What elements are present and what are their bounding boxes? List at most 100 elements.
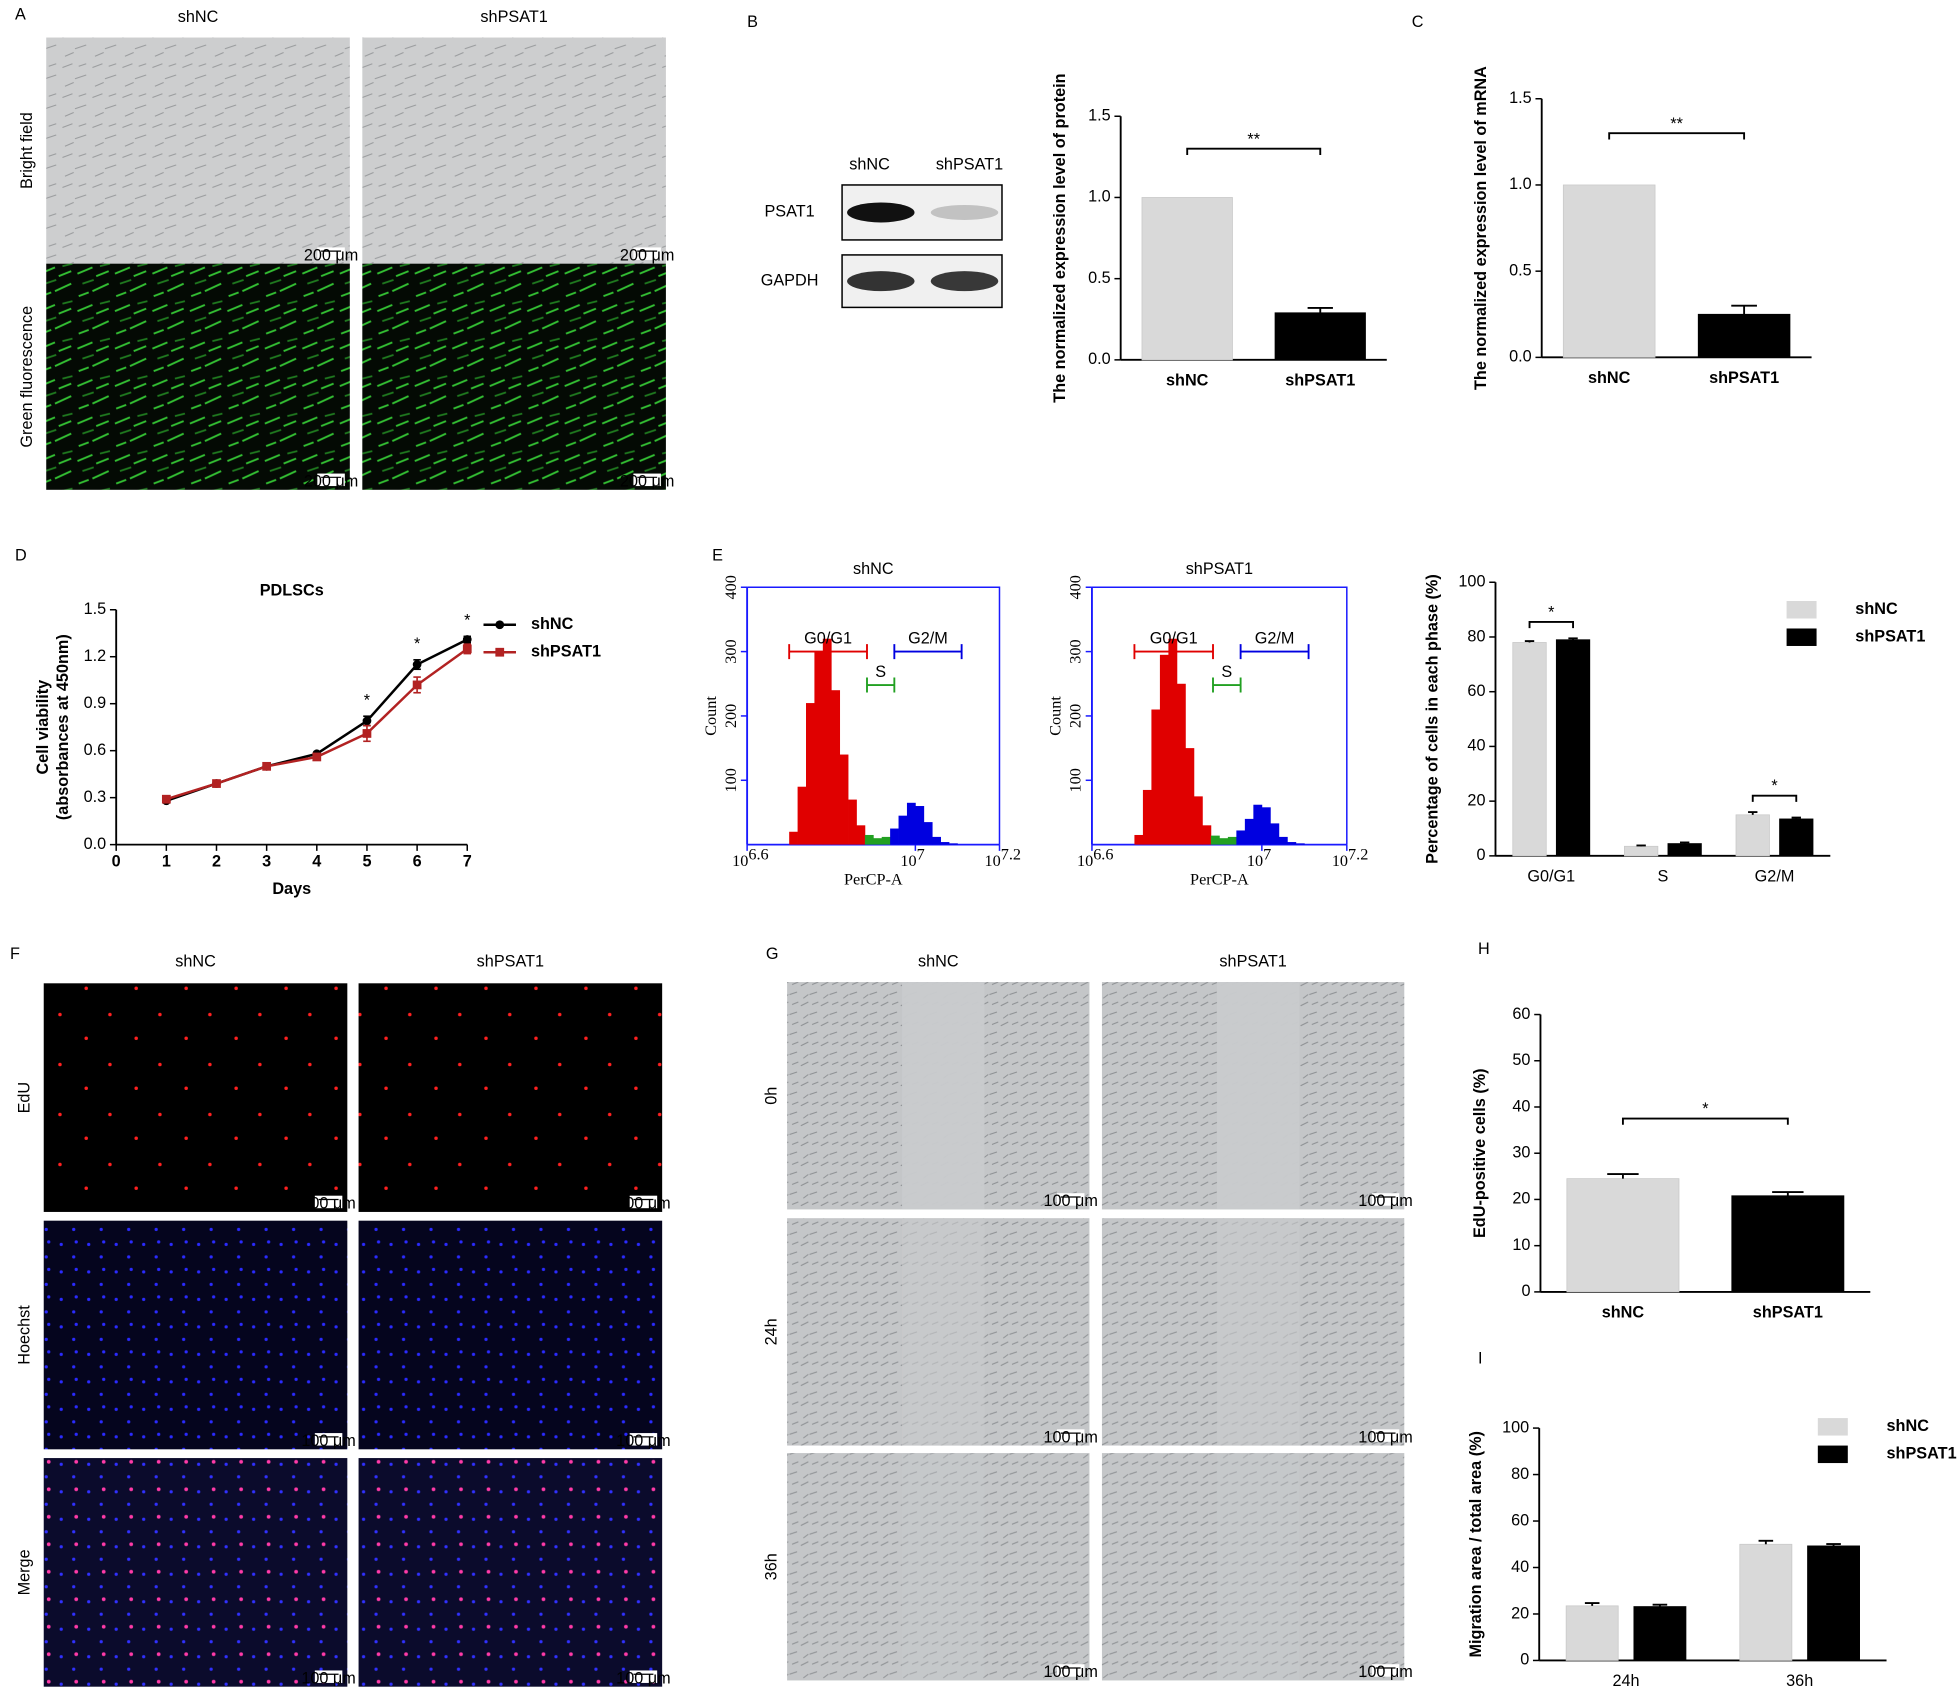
scale-bar-label: 100 μm	[301, 1432, 355, 1450]
x-tick-label: 10	[732, 852, 748, 870]
row-label: 36h	[762, 1553, 780, 1580]
x-tick-label: 10	[985, 852, 1001, 870]
gate	[1239, 644, 1310, 660]
micrograph	[358, 1458, 663, 1687]
y-tick-label: 0.3	[84, 788, 107, 806]
histogram-bar	[848, 799, 857, 845]
y-tick-label: 0.6	[84, 741, 107, 759]
column-label: shPSAT1	[1219, 952, 1286, 970]
scale-bar-label: 200 μm	[304, 473, 358, 491]
y-tick-label: 400	[722, 575, 740, 599]
x-tick-label: 10	[1077, 852, 1093, 870]
histogram-bar	[1185, 748, 1195, 845]
histogram-bar	[1159, 654, 1169, 845]
histogram-bar	[1168, 638, 1178, 845]
scale-bar-label: 100 μm	[616, 1669, 670, 1687]
legend-label: shPSAT1	[1855, 628, 1925, 646]
column-label: shPSAT1	[480, 8, 547, 26]
x-tick-label: 0	[112, 852, 121, 870]
x-tick-label: 5	[362, 852, 371, 870]
histogram-bar	[1176, 683, 1186, 845]
x-tick-exponent: 7.2	[1348, 846, 1368, 864]
y-tick-label: 30	[1512, 1144, 1530, 1162]
x-tick-label: 36h	[1786, 1672, 1813, 1688]
micrograph	[362, 263, 666, 490]
y-tick-label: 1.0	[1509, 175, 1532, 193]
histogram-bar	[898, 815, 908, 845]
significance-bracket	[1608, 132, 1746, 140]
scratch-gap	[1216, 1453, 1300, 1681]
lane-label: shPSAT1	[936, 155, 1003, 173]
bar	[1562, 184, 1656, 358]
y-axis-title: EdU-positive cells (%)	[1471, 1068, 1489, 1238]
x-tick-label: 10	[1332, 852, 1348, 870]
significance-label: *	[1771, 777, 1778, 795]
x-tick-label: S	[1657, 867, 1668, 885]
scale-bar-label: 100 μm	[1043, 1192, 1097, 1210]
row-label: Merge	[15, 1549, 33, 1595]
annotation: *	[364, 692, 371, 710]
x-axis-title: PerCP-A	[1190, 871, 1249, 889]
histogram-bar	[864, 834, 874, 845]
panel-letter: G	[766, 945, 779, 963]
band-label: GAPDH	[761, 271, 819, 289]
gate	[788, 644, 868, 660]
micrograph	[1101, 1453, 1405, 1681]
y-tick-label: 1.5	[1509, 89, 1532, 107]
x-tick-label: shPSAT1	[1709, 369, 1779, 387]
panel-letter: B	[747, 13, 758, 31]
histogram-bar	[940, 842, 950, 845]
scratch-gap	[902, 1453, 985, 1681]
histogram-bar	[831, 690, 841, 845]
histogram-bar	[822, 638, 832, 845]
x-tick-label: shNC	[1602, 1303, 1645, 1321]
x-tick-label: 1	[162, 852, 171, 870]
bar	[1807, 1545, 1860, 1661]
plot-frame	[1091, 586, 1348, 845]
chart-title: PDLSCs	[260, 581, 324, 599]
y-axis-title: The normalized expression level of mRNA	[1472, 66, 1490, 390]
legend-swatch	[1817, 1418, 1848, 1436]
micrograph	[46, 263, 350, 490]
micrograph	[358, 983, 663, 1212]
y-tick-label: 40	[1512, 1097, 1530, 1115]
gate	[893, 644, 963, 660]
scale-bar-label: 200 μm	[304, 246, 358, 264]
scale-bar-label: 100 μm	[1043, 1428, 1097, 1446]
scale-bar-label: 100 μm	[301, 1669, 355, 1687]
micrograph	[43, 1458, 348, 1687]
panel-letter: H	[1478, 940, 1490, 958]
scale-bar-label: 100 μm	[1358, 1663, 1412, 1681]
gate-label: G0/G1	[1150, 629, 1198, 647]
legend-label: shNC	[1887, 1417, 1930, 1435]
column-label: shNC	[175, 952, 216, 970]
significance-label: *	[1548, 603, 1555, 621]
significance-bracket	[1621, 1117, 1789, 1125]
histogram-bar	[881, 836, 891, 845]
point	[362, 716, 372, 726]
band-label: PSAT1	[764, 203, 814, 221]
point	[161, 794, 171, 804]
x-tick-exponent: 7.2	[1001, 846, 1021, 864]
gate-label: G2/M	[1255, 629, 1295, 647]
y-axis-title: Count	[1047, 696, 1065, 736]
legend-marker	[495, 647, 505, 657]
histogram-bar	[1236, 830, 1246, 845]
panel-letter: F	[10, 945, 20, 963]
band	[847, 202, 915, 223]
row-label: EdU	[15, 1082, 33, 1114]
scratch-gap	[902, 1218, 985, 1446]
gate-label: G0/G1	[804, 629, 852, 647]
bar	[1731, 1195, 1845, 1293]
x-tick-label: G2/M	[1755, 867, 1795, 885]
x-tick-label: 3	[262, 852, 271, 870]
row-label: Green fluorescence	[18, 306, 36, 448]
y-axis-title: (absorbances at 450nm)	[54, 634, 72, 820]
point	[462, 644, 472, 654]
x-axis-title: Days	[272, 880, 311, 898]
y-tick-label: 300	[722, 639, 740, 663]
y-tick-label: 50	[1512, 1051, 1530, 1069]
y-tick-label: 1.2	[84, 647, 107, 665]
x-tick-label: 7	[463, 852, 472, 870]
